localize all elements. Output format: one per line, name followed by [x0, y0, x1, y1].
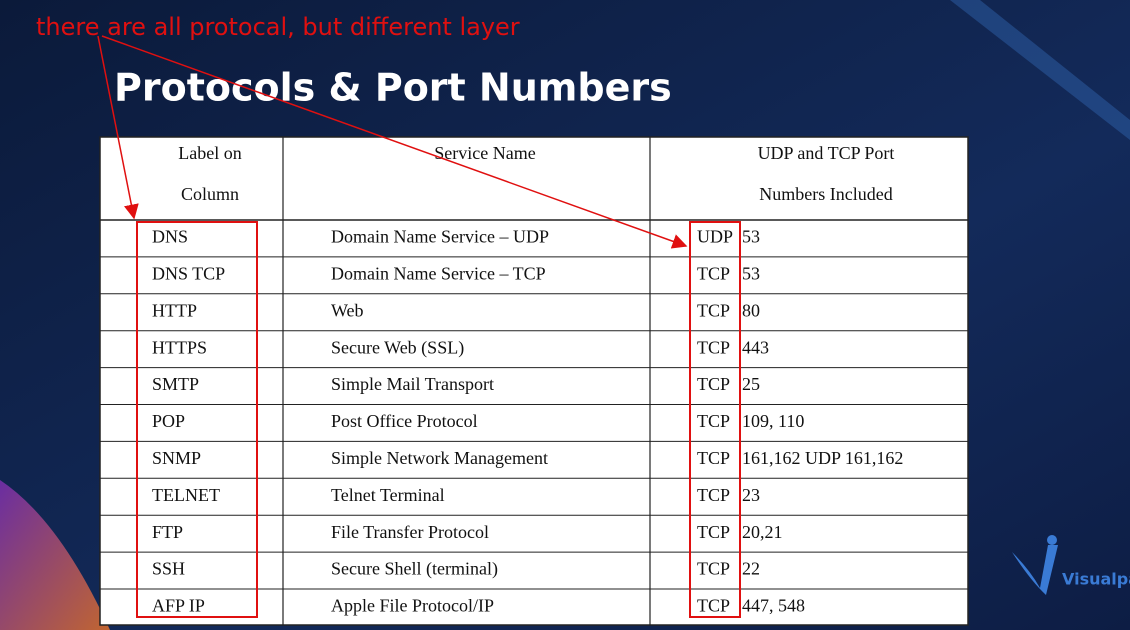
table-cell: Secure Shell (terminal) [331, 559, 498, 580]
slide-title: Protocols & Port Numbers [114, 66, 672, 110]
table-cell: TCP [697, 596, 730, 616]
logo-dot [1047, 535, 1057, 545]
table-cell: Post Office Protocol [331, 411, 478, 431]
table-cell: HTTP [152, 300, 197, 320]
table-cell: TCP [697, 522, 730, 542]
table-cell: UDP [697, 227, 733, 247]
table-cell: AFP IP [152, 596, 205, 616]
table-cell: TCP [697, 300, 730, 320]
table-frame [99, 136, 969, 626]
header-cell: UDP and TCP Port [758, 143, 895, 163]
table-cell: SSH [152, 559, 185, 579]
table-cell: Domain Name Service – UDP [331, 227, 549, 247]
table-cell: TCP [697, 374, 730, 394]
table-cell: 80 [742, 300, 760, 320]
table-cell: 25 [742, 374, 760, 394]
header-cell: Service Name [434, 143, 535, 163]
table-cell: DNS TCP [152, 263, 225, 283]
table-cell: TELNET [152, 485, 220, 505]
table-cell: TCP [697, 485, 730, 505]
table-cell: Apple File Protocol/IP [331, 596, 494, 616]
table-cell: 23 [742, 485, 760, 505]
table-cell: Telnet Terminal [331, 485, 445, 505]
table-cell: POP [152, 411, 185, 431]
header-cell: Label on [178, 143, 241, 163]
table-cell: SMTP [152, 374, 199, 394]
table: Label on Column Service Name UDP and TCP Po… [100, 137, 968, 625]
table-cell: Web [331, 300, 364, 320]
table-cell: Simple Network Management [331, 448, 548, 468]
table-cell: Domain Name Service – TCP [331, 263, 546, 283]
highlight-box [136, 221, 258, 618]
table-cell: 109, 110 [742, 411, 804, 431]
table-cell: 161,162 UDP 161,162 [742, 448, 903, 468]
annotation: there are all protocal, but different la… [36, 13, 520, 41]
table-cell: 22 [742, 559, 760, 579]
table-cell: HTTPS [152, 337, 207, 357]
decor-stripe [950, 0, 1130, 140]
table-cell: 443 [742, 337, 769, 357]
table-cell: TCP [697, 263, 730, 283]
table-cell: SNMP [152, 448, 201, 468]
logo: Visualpath [1012, 535, 1130, 595]
table-cell: 53 [742, 263, 760, 283]
decor-swoosh [0, 480, 110, 630]
table-cell: TCP [697, 448, 730, 468]
table-cell: Secure Web (SSL) [331, 337, 464, 358]
logo-mark [1012, 545, 1058, 595]
table-cell: Simple Mail Transport [331, 374, 494, 394]
table-cell: FTP [152, 522, 183, 542]
highlight-box [689, 221, 741, 618]
arrow [101, 35, 688, 249]
table-cell: 20,21 [742, 522, 783, 542]
table-cell: 53 [742, 227, 760, 247]
table-cell: TCP [697, 337, 730, 357]
logo-text: Visualpath [1062, 570, 1130, 589]
arrow [97, 35, 139, 220]
table-cell: TCP [697, 559, 730, 579]
table-cell: 447, 548 [742, 596, 805, 616]
table-cell: DNS [152, 227, 188, 247]
table-cell: TCP [697, 411, 730, 431]
header-cell: Numbers Included [759, 184, 892, 204]
header-cell: Column [181, 184, 239, 204]
table-cell: File Transfer Protocol [331, 522, 489, 542]
